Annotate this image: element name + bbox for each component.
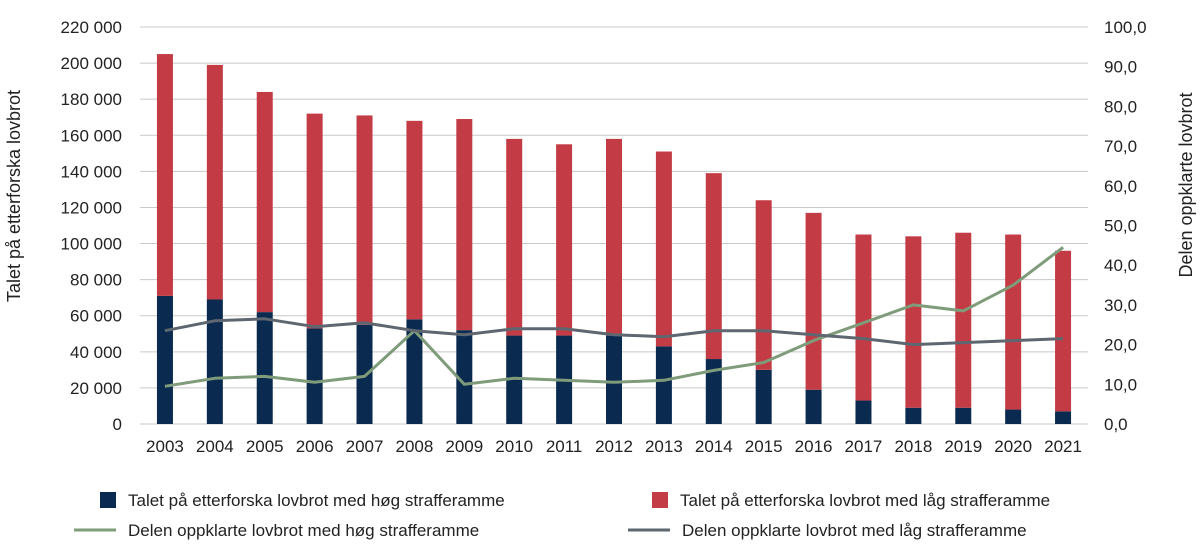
y-right-tick-label: 0,0 — [1104, 415, 1128, 434]
x-tick-label: 2005 — [246, 437, 284, 456]
bar-low-strafferamme — [306, 113, 323, 329]
x-tick-label: 2006 — [296, 437, 334, 456]
bar-low-strafferamme — [805, 212, 822, 390]
bar-low-strafferamme — [156, 54, 173, 296]
x-tick-label: 2008 — [396, 437, 434, 456]
bar-low-strafferamme — [955, 232, 972, 408]
bar-high-strafferamme — [955, 407, 972, 424]
y-left-tick-label: 80 000 — [70, 271, 122, 290]
bar-high-strafferamme — [456, 330, 473, 424]
x-axis-ticks: 2003 2004 2005 2006 2007 2008 2009 2010 2011 2012… — [146, 437, 1082, 456]
bar-high-strafferamme — [206, 299, 223, 424]
bar-low-strafferamme — [1005, 234, 1022, 410]
y-left-tick-label: 40 000 — [70, 343, 122, 362]
y-right-tick-label: 70,0 — [1104, 137, 1137, 156]
x-tick-label: 2013 — [645, 437, 683, 456]
bar-high-strafferamme — [655, 346, 672, 424]
y-right-tick-label: 100,0 — [1104, 18, 1147, 37]
y-right-tick-label: 20,0 — [1104, 336, 1137, 355]
bar-low-strafferamme — [356, 115, 373, 325]
bar-low-strafferamme — [256, 91, 273, 313]
bar-high-strafferamme — [905, 407, 922, 424]
y-left-tick-label: 220 000 — [61, 18, 122, 37]
legend: Talet på etterforska lovbrot med høg str… — [74, 491, 1050, 540]
legend-swatch-high-bar — [100, 492, 116, 508]
x-tick-label: 2003 — [146, 437, 184, 456]
x-tick-label: 2004 — [196, 437, 234, 456]
bar-low-strafferamme — [705, 173, 722, 360]
bar-high-strafferamme — [406, 319, 423, 424]
x-tick-label: 2010 — [495, 437, 533, 456]
y-left-tick-label: 0 — [113, 415, 122, 434]
legend-label-low-line: Delen oppklarte lovbrot med låg straffer… — [682, 521, 1027, 540]
x-tick-label: 2007 — [346, 437, 384, 456]
bar-high-strafferamme — [705, 359, 722, 424]
y-left-tick-label: 60 000 — [70, 307, 122, 326]
y-right-tick-label: 30,0 — [1104, 296, 1137, 315]
bars — [156, 54, 1072, 424]
legend-label-low-bar: Talet på etterforska lovbrot med låg str… — [680, 491, 1050, 510]
y-axis-left-title: Talet på etterforska lovbrot — [4, 90, 24, 302]
y-left-tick-label: 140 000 — [61, 162, 122, 181]
legend-swatch-low-bar — [652, 492, 668, 508]
bar-low-strafferamme — [456, 119, 473, 331]
x-tick-label: 2018 — [894, 437, 932, 456]
x-tick-label: 2021 — [1044, 437, 1082, 456]
y-left-tick-label: 120 000 — [61, 198, 122, 217]
left-axis-ticks: 0 20 000 40 000 60 000 80 000 100 000 120 000 1… — [61, 18, 122, 434]
bar-high-strafferamme — [606, 335, 622, 424]
line-high-strafferamme — [164, 246, 1065, 388]
bar-high-strafferamme — [1055, 411, 1072, 424]
bar-low-strafferamme — [1055, 250, 1072, 412]
bar-high-strafferamme — [855, 400, 872, 424]
x-tick-label: 2012 — [595, 437, 633, 456]
bar-low-strafferamme — [855, 234, 872, 401]
legend-label-high-bar: Talet på etterforska lovbrot med høg str… — [128, 491, 505, 510]
y-left-tick-label: 180 000 — [61, 90, 122, 109]
line-low-strafferamme — [164, 317, 1064, 347]
y-right-tick-label: 10,0 — [1104, 375, 1137, 394]
y-axis-right-title: Delen oppklarte lovbrot — [1176, 92, 1196, 277]
bar-high-strafferamme — [156, 295, 173, 424]
bar-low-strafferamme — [556, 144, 573, 336]
bar-low-strafferamme — [905, 236, 922, 408]
bar-high-strafferamme — [256, 312, 273, 424]
x-tick-label: 2019 — [944, 437, 982, 456]
x-tick-label: 2009 — [445, 437, 483, 456]
y-left-tick-label: 160 000 — [61, 126, 122, 145]
bar-high-strafferamme — [306, 328, 323, 424]
bar-low-strafferamme — [606, 138, 622, 336]
bar-low-strafferamme — [406, 120, 423, 320]
y-left-tick-label: 100 000 — [61, 235, 122, 254]
x-tick-label: 2011 — [546, 437, 583, 456]
x-tick-label: 2014 — [695, 437, 733, 456]
legend-label-high-line: Delen oppklarte lovbrot med høg straffer… — [128, 521, 479, 540]
y-right-tick-label: 90,0 — [1104, 58, 1137, 77]
right-axis-ticks: 0,0 10,0 20,0 30,0 40,0 50,0 60,0 70,0 80,0 90,0 1… — [1104, 18, 1147, 434]
bar-high-strafferamme — [755, 369, 772, 424]
y-left-tick-label: 200 000 — [61, 54, 122, 73]
bar-low-strafferamme — [506, 138, 523, 336]
bar-high-strafferamme — [805, 389, 822, 424]
y-right-tick-label: 40,0 — [1104, 256, 1137, 275]
x-tick-label: 2020 — [994, 437, 1032, 456]
y-left-tick-label: 20 000 — [70, 379, 122, 398]
bar-low-strafferamme — [206, 64, 223, 300]
y-right-tick-label: 80,0 — [1104, 97, 1137, 116]
bar-high-strafferamme — [1005, 409, 1022, 424]
y-right-tick-label: 60,0 — [1104, 177, 1137, 196]
bar-low-strafferamme — [755, 200, 772, 370]
x-tick-label: 2016 — [795, 437, 833, 456]
x-tick-label: 2015 — [745, 437, 783, 456]
bar-low-strafferamme — [655, 151, 672, 347]
x-tick-label: 2017 — [845, 437, 883, 456]
y-right-tick-label: 50,0 — [1104, 217, 1137, 236]
lines — [164, 246, 1065, 388]
